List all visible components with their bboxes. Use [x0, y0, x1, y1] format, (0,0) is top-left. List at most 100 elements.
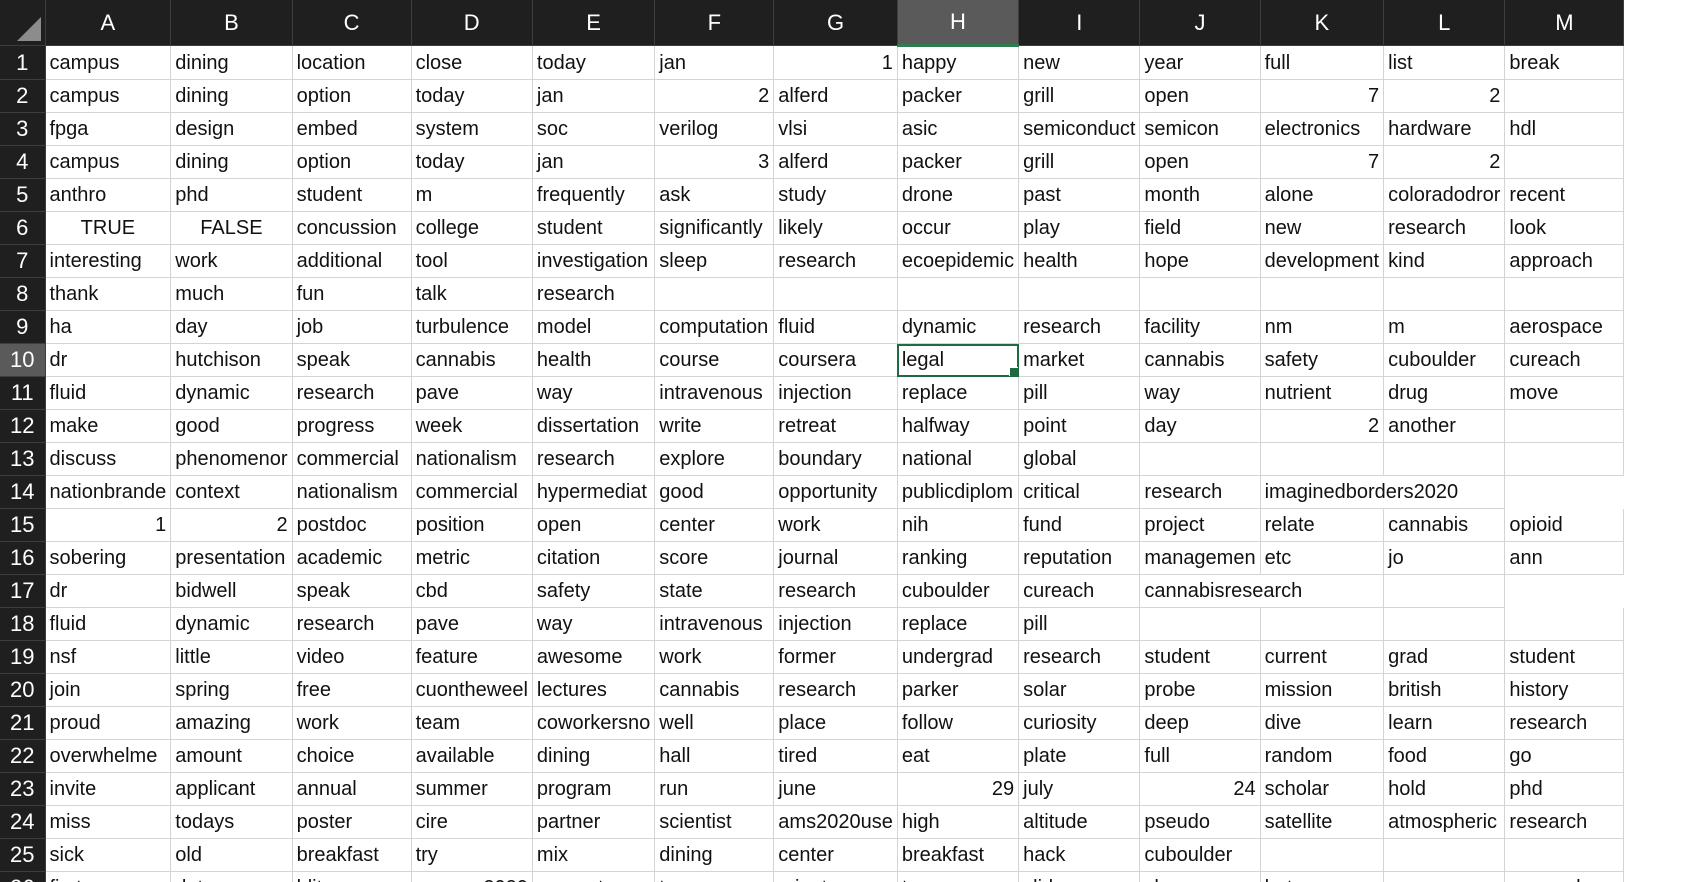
- cell-d20[interactable]: cuontheweel: [411, 673, 533, 707]
- cell-h3[interactable]: asic: [897, 112, 1020, 146]
- cell-h2[interactable]: packer: [897, 79, 1020, 113]
- cell-k26[interactable]: hot: [1260, 871, 1385, 882]
- cell-b19[interactable]: little: [170, 640, 293, 674]
- cell-l20[interactable]: british: [1383, 673, 1506, 707]
- cell-c23[interactable]: annual: [292, 772, 412, 806]
- cell-f10[interactable]: course: [654, 343, 775, 377]
- cell-a13[interactable]: discuss: [45, 442, 172, 476]
- cell-e11[interactable]: way: [532, 376, 656, 410]
- cell-e1[interactable]: today: [532, 45, 656, 80]
- cell-k4[interactable]: 7: [1260, 145, 1385, 179]
- cell-j20[interactable]: probe: [1139, 673, 1261, 707]
- cell-j7[interactable]: hope: [1139, 244, 1261, 278]
- cell-i3[interactable]: semiconduct: [1018, 112, 1141, 146]
- row-header-2[interactable]: 2: [0, 79, 46, 113]
- cell-f13[interactable]: explore: [654, 442, 775, 476]
- cell-g22[interactable]: tired: [773, 739, 898, 773]
- cell-d1[interactable]: close: [411, 45, 533, 80]
- cell-j4[interactable]: open: [1139, 145, 1261, 179]
- cell-i4[interactable]: grill: [1018, 145, 1141, 179]
- cell-g15[interactable]: work: [773, 508, 898, 542]
- cell-i11[interactable]: pill: [1018, 376, 1141, 410]
- cell-f25[interactable]: dining: [654, 838, 775, 872]
- cell-c26[interactable]: blitz: [292, 871, 412, 882]
- cell-i14[interactable]: critical: [1018, 475, 1141, 509]
- column-header-c[interactable]: C: [292, 0, 412, 46]
- cell-d7[interactable]: tool: [411, 244, 533, 278]
- cell-l3[interactable]: hardware: [1383, 112, 1506, 146]
- cell-l16[interactable]: jo: [1383, 541, 1506, 575]
- cell-h23[interactable]: 29: [897, 772, 1020, 806]
- cell-k5[interactable]: alone: [1260, 178, 1385, 212]
- cell-c9[interactable]: job: [292, 310, 412, 344]
- cell-h16[interactable]: ranking: [897, 541, 1020, 575]
- cell-b8[interactable]: much: [170, 277, 293, 311]
- cell-k10[interactable]: safety: [1260, 343, 1385, 377]
- cell-j5[interactable]: month: [1139, 178, 1261, 212]
- cell-m25[interactable]: [1504, 838, 1625, 872]
- cell-g14[interactable]: opportunity: [773, 475, 898, 509]
- cell-g10[interactable]: coursera: [773, 343, 898, 377]
- cell-g17[interactable]: research: [773, 574, 898, 608]
- cell-b12[interactable]: good: [170, 409, 293, 443]
- cell-a17[interactable]: dr: [45, 574, 172, 608]
- cell-c1[interactable]: location: [292, 45, 412, 80]
- cell-d10[interactable]: cannabis: [411, 343, 533, 377]
- cell-k22[interactable]: random: [1260, 739, 1385, 773]
- cell-e17[interactable]: safety: [532, 574, 656, 608]
- cell-d22[interactable]: available: [411, 739, 533, 773]
- cell-g3[interactable]: vlsi: [773, 112, 898, 146]
- cell-i16[interactable]: reputation: [1018, 541, 1141, 575]
- cell-a5[interactable]: anthro: [45, 178, 172, 212]
- cell-h10[interactable]: legal: [897, 343, 1020, 377]
- cell-e25[interactable]: mix: [532, 838, 656, 872]
- cell-i8[interactable]: [1018, 277, 1141, 311]
- row-header-16[interactable]: 16: [0, 541, 46, 575]
- cell-a12[interactable]: make: [45, 409, 172, 443]
- cell-l13[interactable]: [1383, 442, 1506, 476]
- cell-b1[interactable]: dining: [170, 45, 293, 80]
- cell-b10[interactable]: hutchison: [170, 343, 293, 377]
- cell-k16[interactable]: etc: [1260, 541, 1385, 575]
- cell-g16[interactable]: journal: [773, 541, 898, 575]
- column-header-e[interactable]: E: [532, 0, 656, 46]
- cell-b2[interactable]: dining: [170, 79, 293, 113]
- cell-f1[interactable]: jan: [654, 45, 775, 80]
- cell-g24[interactable]: ams2020use: [773, 805, 898, 839]
- cell-c14[interactable]: nationalism: [292, 475, 412, 509]
- row-header-9[interactable]: 9: [0, 310, 46, 344]
- cell-b18[interactable]: dynamic: [170, 607, 293, 641]
- cell-a16[interactable]: sobering: [45, 541, 172, 575]
- cell-j3[interactable]: semicon: [1139, 112, 1261, 146]
- cell-d8[interactable]: talk: [411, 277, 533, 311]
- cell-l6[interactable]: research: [1383, 211, 1506, 245]
- row-header-24[interactable]: 24: [0, 805, 46, 839]
- cell-d14[interactable]: commercial: [411, 475, 533, 509]
- column-header-i[interactable]: I: [1018, 0, 1141, 46]
- cell-b25[interactable]: old: [170, 838, 293, 872]
- cell-h11[interactable]: replace: [897, 376, 1020, 410]
- cell-e4[interactable]: jan: [532, 145, 656, 179]
- cell-l17[interactable]: [1383, 574, 1506, 608]
- row-header-5[interactable]: 5: [0, 178, 46, 212]
- column-header-h[interactable]: H: [897, 0, 1020, 47]
- cell-l1[interactable]: list: [1383, 45, 1506, 80]
- cell-j11[interactable]: way: [1139, 376, 1261, 410]
- cell-m2[interactable]: [1504, 79, 1625, 113]
- cell-d2[interactable]: today: [411, 79, 533, 113]
- cell-e24[interactable]: partner: [532, 805, 656, 839]
- cell-j22[interactable]: full: [1139, 739, 1261, 773]
- cell-c8[interactable]: fun: [292, 277, 412, 311]
- cell-h13[interactable]: national: [897, 442, 1020, 476]
- cell-g6[interactable]: likely: [773, 211, 898, 245]
- cell-m4[interactable]: [1504, 145, 1625, 179]
- row-header-7[interactable]: 7: [0, 244, 46, 278]
- cell-l19[interactable]: grad: [1383, 640, 1506, 674]
- column-header-d[interactable]: D: [411, 0, 533, 46]
- cell-a21[interactable]: proud: [45, 706, 172, 740]
- column-header-m[interactable]: M: [1504, 0, 1625, 46]
- row-header-17[interactable]: 17: [0, 574, 46, 608]
- cell-a18[interactable]: fluid: [45, 607, 172, 641]
- cell-i5[interactable]: past: [1018, 178, 1141, 212]
